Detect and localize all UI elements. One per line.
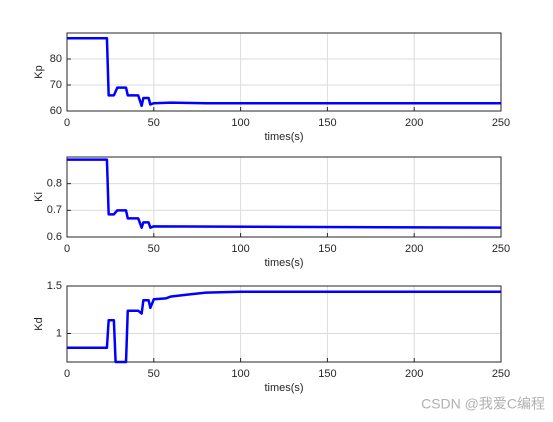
x-tick-label: 100 (231, 368, 249, 380)
axes-background (67, 33, 501, 111)
x-tick-label: 50 (148, 368, 160, 380)
y-tick-label: 70 (50, 79, 62, 91)
y-tick-label: 1 (56, 327, 62, 339)
x-tick-label: 200 (405, 368, 423, 380)
axes-frame (66, 32, 502, 112)
x-axis-label: times(s) (264, 382, 303, 394)
axes-frame (66, 156, 502, 238)
y-tick-label: 0.6 (47, 231, 62, 243)
x-tick-label: 0 (64, 368, 70, 380)
watermark: CSDN @我爱C编程 (421, 396, 545, 412)
x-tick-label: 100 (231, 243, 249, 255)
x-tick-label: 150 (318, 243, 336, 255)
y-tick-label: 0.7 (47, 204, 62, 216)
axes-background (67, 157, 501, 237)
y-tick-label: 80 (50, 53, 62, 65)
axes-background (67, 286, 501, 362)
x-tick-label: 50 (148, 243, 160, 255)
x-tick-label: 200 (405, 243, 423, 255)
axes-frame (66, 285, 502, 363)
x-tick-label: 250 (492, 117, 510, 129)
y-axis-label: Kp (33, 65, 45, 78)
data-line (67, 36, 501, 108)
y-tick-label: 1.5 (47, 280, 62, 292)
y-axis-label: Kd (33, 317, 45, 330)
x-tick-label: 200 (405, 117, 423, 129)
x-tick-label: 150 (318, 368, 336, 380)
x-tick-label: 50 (148, 117, 160, 129)
data-line (67, 158, 502, 229)
x-axis-label: times(s) (264, 131, 303, 143)
x-tick-label: 250 (492, 243, 510, 255)
y-axis-label: Ki (33, 192, 45, 202)
x-tick-label: 0 (64, 117, 70, 129)
x-tick-label: 150 (318, 117, 336, 129)
x-tick-label: 250 (492, 368, 510, 380)
x-tick-label: 100 (231, 117, 249, 129)
x-axis-label: times(s) (264, 257, 303, 269)
y-tick-label: 60 (50, 105, 62, 117)
data-line (67, 290, 501, 364)
y-tick-label: 0.8 (47, 178, 62, 190)
x-tick-label: 0 (64, 243, 70, 255)
